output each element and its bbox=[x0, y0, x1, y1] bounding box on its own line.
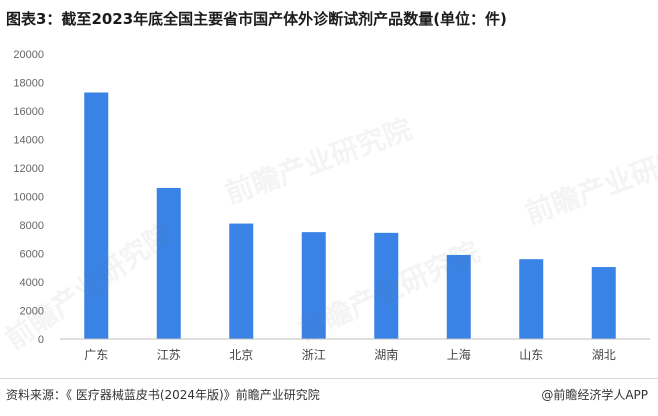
y-axis-ticks: 0 2000 4000 6000 8000 10000 12000 14000 16000 180… bbox=[13, 49, 44, 346]
x-tick-label: 上海 bbox=[447, 347, 471, 362]
y-tick-label: 8000 bbox=[20, 220, 44, 232]
y-tick-label: 2000 bbox=[20, 306, 44, 318]
x-tick-label: 北京 bbox=[229, 348, 253, 362]
x-tick-label: 山东 bbox=[519, 348, 543, 362]
x-tick-label: 广东 bbox=[84, 348, 108, 362]
x-tick-label: 湖南 bbox=[374, 347, 398, 362]
bar bbox=[446, 254, 471, 339]
footer: 资料来源：《 医疗器械蓝皮书(2024年版)》前瞻产业研究院 @前瞻经济学人AP… bbox=[0, 378, 658, 416]
bar bbox=[374, 232, 399, 339]
y-tick-label: 12000 bbox=[13, 163, 44, 175]
y-tick-label: 20000 bbox=[13, 49, 44, 61]
bar bbox=[301, 232, 326, 339]
footer-divider bbox=[0, 378, 658, 379]
chart-title: 图表3：截至2023年底全国主要省市国产体外诊断试剂产品数量(单位：件) bbox=[6, 10, 507, 28]
bar bbox=[156, 187, 181, 339]
bar bbox=[519, 259, 544, 339]
bar bbox=[229, 223, 254, 339]
y-tick-label: 14000 bbox=[13, 135, 44, 147]
x-tick-label: 浙江 bbox=[302, 348, 326, 362]
y-tick-label: 4000 bbox=[20, 277, 44, 289]
y-tick-label: 0 bbox=[38, 334, 44, 346]
brand-label: @前瞻经济学人APP bbox=[541, 388, 648, 402]
y-tick-label: 6000 bbox=[20, 249, 44, 261]
y-tick-label: 10000 bbox=[13, 192, 44, 204]
y-tick-label: 18000 bbox=[13, 78, 44, 90]
bar bbox=[591, 267, 616, 339]
x-tick-label: 湖北 bbox=[592, 347, 616, 362]
x-axis-ticks: 广东 江苏 北京 浙江 湖南 上海 山东 湖北 bbox=[84, 347, 616, 362]
bars bbox=[84, 92, 616, 339]
bar bbox=[84, 92, 109, 339]
y-tick-label: 16000 bbox=[13, 106, 44, 118]
x-tick-label: 江苏 bbox=[157, 348, 181, 362]
source-note: 资料来源：《 医疗器械蓝皮书(2024年版)》前瞻产业研究院 bbox=[6, 388, 320, 402]
